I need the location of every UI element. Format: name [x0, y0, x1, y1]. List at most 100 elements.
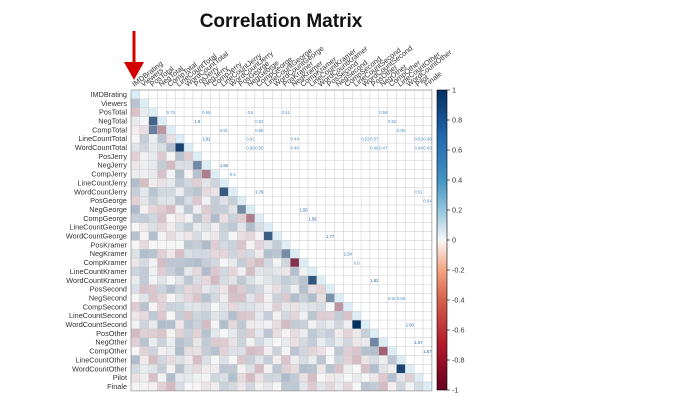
matrix-cell — [201, 346, 211, 356]
matrix-cell — [130, 293, 141, 303]
annotation-label: 1.54 — [344, 252, 353, 257]
annotation-label: 1.77 — [326, 234, 335, 239]
matrix-cell — [201, 195, 211, 206]
matrix-cell — [201, 293, 211, 303]
matrix-cell — [316, 116, 326, 126]
matrix-cell — [245, 178, 256, 188]
matrix-cell — [369, 355, 380, 365]
matrix-cell — [201, 240, 211, 250]
matrix-cell — [192, 293, 202, 303]
matrix-cell — [201, 213, 211, 223]
matrix-cell — [157, 355, 167, 365]
diagonal-cell — [316, 275, 326, 285]
matrix-cell — [166, 364, 176, 374]
matrix-cell — [157, 187, 167, 197]
matrix-cell — [183, 204, 194, 215]
matrix-cell — [254, 222, 264, 232]
matrix-cell — [405, 187, 415, 197]
diagonal-cell — [263, 222, 273, 232]
matrix-cell — [157, 204, 167, 215]
matrix-cell — [325, 319, 335, 330]
matrix-cell — [369, 204, 380, 215]
matrix-cell — [245, 231, 256, 241]
matrix-cell — [422, 107, 433, 117]
matrix-cell — [254, 195, 264, 206]
matrix-cell — [210, 222, 220, 232]
matrix-cell — [245, 275, 256, 285]
row-label: CompJerry — [91, 170, 127, 179]
matrix-cell — [192, 355, 202, 365]
matrix-cell — [290, 107, 300, 117]
color-legend: 1 0.8 0.6 0.4 0.2 0 -0.2 -0.4 -0.6 -0.8 -1 — [436, 86, 465, 395]
matrix-cell — [139, 364, 149, 374]
matrix-cell — [414, 116, 424, 126]
matrix-cell — [157, 373, 167, 383]
matrix-cell — [334, 311, 344, 321]
matrix-cell — [360, 231, 371, 241]
annotation-label: 0.91 — [246, 137, 255, 142]
matrix-cell — [236, 231, 247, 241]
matrix-cell — [422, 187, 433, 197]
matrix-cell — [298, 275, 309, 285]
matrix-cell — [148, 231, 158, 241]
diagonal-cell — [299, 258, 308, 267]
matrix-cell — [157, 240, 167, 250]
matrix-cell — [360, 249, 371, 259]
matrix-cell — [175, 195, 185, 206]
matrix-cell — [130, 346, 141, 356]
matrix-cell — [307, 204, 318, 215]
matrix-cell — [272, 240, 282, 250]
row-label: LineCountTotal — [78, 134, 127, 143]
matrix-cell — [139, 381, 149, 392]
matrix-cell — [343, 328, 353, 339]
matrix-cell — [192, 213, 202, 223]
matrix-cell — [263, 364, 273, 374]
row-label: Pilot — [113, 373, 127, 382]
matrix-cell — [183, 107, 194, 117]
matrix-cell — [405, 381, 415, 392]
matrix-cell — [236, 169, 247, 179]
matrix-cell — [352, 116, 362, 126]
matrix-cell — [325, 302, 335, 312]
matrix-cell — [378, 169, 388, 179]
matrix-cell — [210, 151, 220, 161]
matrix-cell — [343, 319, 353, 330]
annotation-label: 0.46 — [291, 145, 300, 150]
annotation-label: 0.61 — [220, 128, 229, 133]
matrix-cell — [281, 89, 291, 100]
matrix-cell — [175, 328, 185, 339]
matrix-cell — [139, 116, 149, 126]
matrix-cell — [192, 364, 202, 374]
matrix-cell — [263, 187, 273, 197]
legend-tick-label: 0.4 — [452, 176, 462, 185]
matrix-cell — [210, 107, 220, 117]
matrix-cell — [334, 319, 344, 330]
matrix-cell — [405, 134, 415, 144]
matrix-cell — [281, 275, 291, 285]
matrix-cell — [405, 337, 415, 347]
matrix-cell — [334, 231, 344, 241]
matrix-cell — [192, 222, 202, 232]
matrix-cell — [316, 151, 326, 161]
matrix-cell — [236, 204, 247, 215]
matrix-cell — [290, 231, 300, 241]
matrix-cell — [166, 381, 176, 392]
annotation-label: 0.65 — [255, 128, 264, 133]
matrix-cell — [281, 116, 291, 126]
matrix-cell — [201, 319, 211, 330]
matrix-cell — [175, 319, 185, 330]
matrix-cell — [396, 231, 406, 241]
matrix-cell — [405, 275, 415, 285]
matrix-cell — [290, 364, 300, 374]
matrix-cell — [228, 151, 238, 161]
row-label: NegSecond — [89, 293, 127, 302]
matrix-cell — [148, 160, 158, 170]
matrix-cell — [298, 134, 309, 144]
matrix-cell — [307, 231, 318, 241]
matrix-cell — [387, 187, 397, 197]
matrix-cell — [298, 328, 309, 339]
matrix-cell — [130, 98, 141, 108]
matrix-cell — [378, 346, 388, 356]
matrix-cell — [201, 116, 211, 126]
diagonal-cell — [378, 337, 388, 347]
